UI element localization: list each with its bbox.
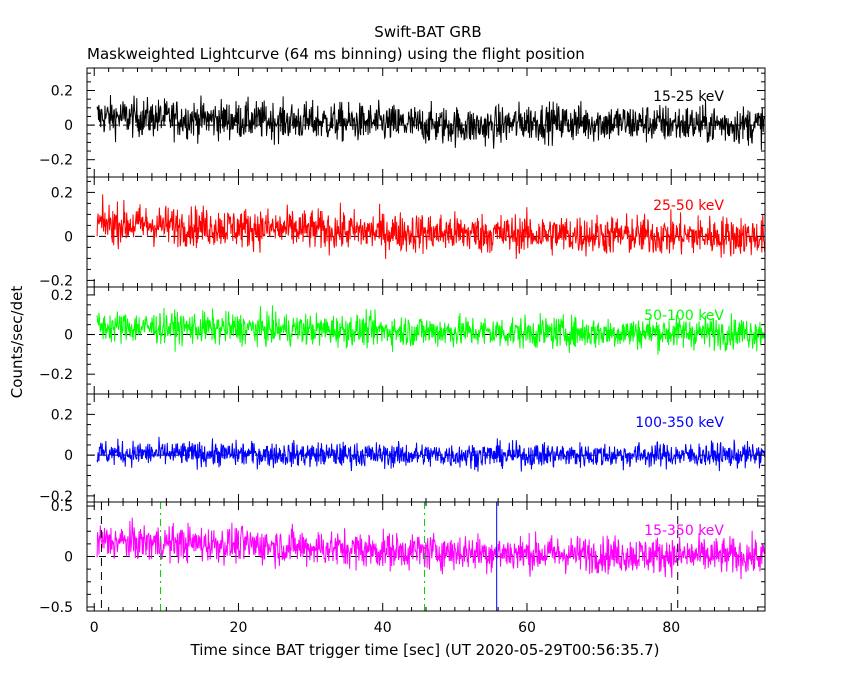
y-tick-label: 0: [64, 118, 73, 134]
x-tick-label: 80: [662, 620, 680, 636]
y-tick-label: 0.2: [51, 288, 73, 304]
panel-100-350-kev: −0.2 0 0.2 100-350 keV: [39, 393, 766, 505]
x-tick-label: 40: [374, 620, 392, 636]
panel-25-50-kev: −0.2 0 0.2 25-50 keV: [39, 176, 766, 289]
y-tick-label: 0.2: [51, 407, 73, 423]
lightcurve-100-350-kev: [96, 436, 765, 472]
y-tick-label: −0.2: [39, 489, 73, 505]
x-axis-label: Time since BAT trigger time [sec] (UT 20…: [190, 641, 660, 659]
panel-15-25-kev: −0.2 0 0.2 15-25 keV: [39, 67, 766, 178]
y-tick-label: 0: [64, 448, 73, 464]
panels-group: −0.2 0 0.2 15-25 keV −0.2 0 0.2 25-50 keV −0.2 0 0…: [39, 67, 766, 636]
y-axis-label: Counts/sec/det: [8, 286, 26, 399]
band-label-100-350-kev: 100-350 keV: [635, 415, 724, 431]
y-tick-label: −0.2: [39, 367, 73, 383]
chart-subtitle: Maskweighted Lightcurve (64 ms binning) …: [87, 45, 585, 63]
band-label-25-50-kev: 25-50 keV: [653, 198, 724, 214]
y-tick-label: 0.2: [51, 185, 73, 201]
band-label-15-350-kev: 15-350 keV: [644, 523, 724, 539]
lightcurve-50-100-kev: [96, 305, 765, 355]
band-label-15-25-kev: 15-25 keV: [653, 89, 724, 105]
y-tick-label: 0.2: [51, 83, 73, 99]
x-tick-label: 60: [518, 620, 536, 636]
y-tick-label: 0: [64, 550, 73, 566]
y-tick-label: −0.2: [39, 153, 73, 169]
y-tick-label: 0.5: [51, 499, 73, 515]
panel-15-350-kev: −0.5 0 0.5 15-350 keV: [39, 499, 766, 616]
x-tick-label: 0: [90, 620, 99, 636]
lightcurve-15-25-kev: [96, 94, 765, 151]
lightcurve-15-350-kev: [96, 517, 765, 580]
panel-50-100-kev: −0.2 0 0.2 50-100 keV: [39, 286, 766, 395]
band-label-50-100-kev: 50-100 keV: [644, 308, 724, 324]
y-tick-label: −0.2: [39, 273, 73, 289]
y-tick-label: −0.5: [39, 600, 73, 616]
x-tick-label: 20: [230, 620, 248, 636]
y-tick-label: 0: [64, 229, 73, 245]
lightcurve-25-50-kev: [96, 194, 765, 259]
chart-title: Swift-BAT GRB: [374, 23, 481, 41]
y-tick-label: 0: [64, 328, 73, 344]
